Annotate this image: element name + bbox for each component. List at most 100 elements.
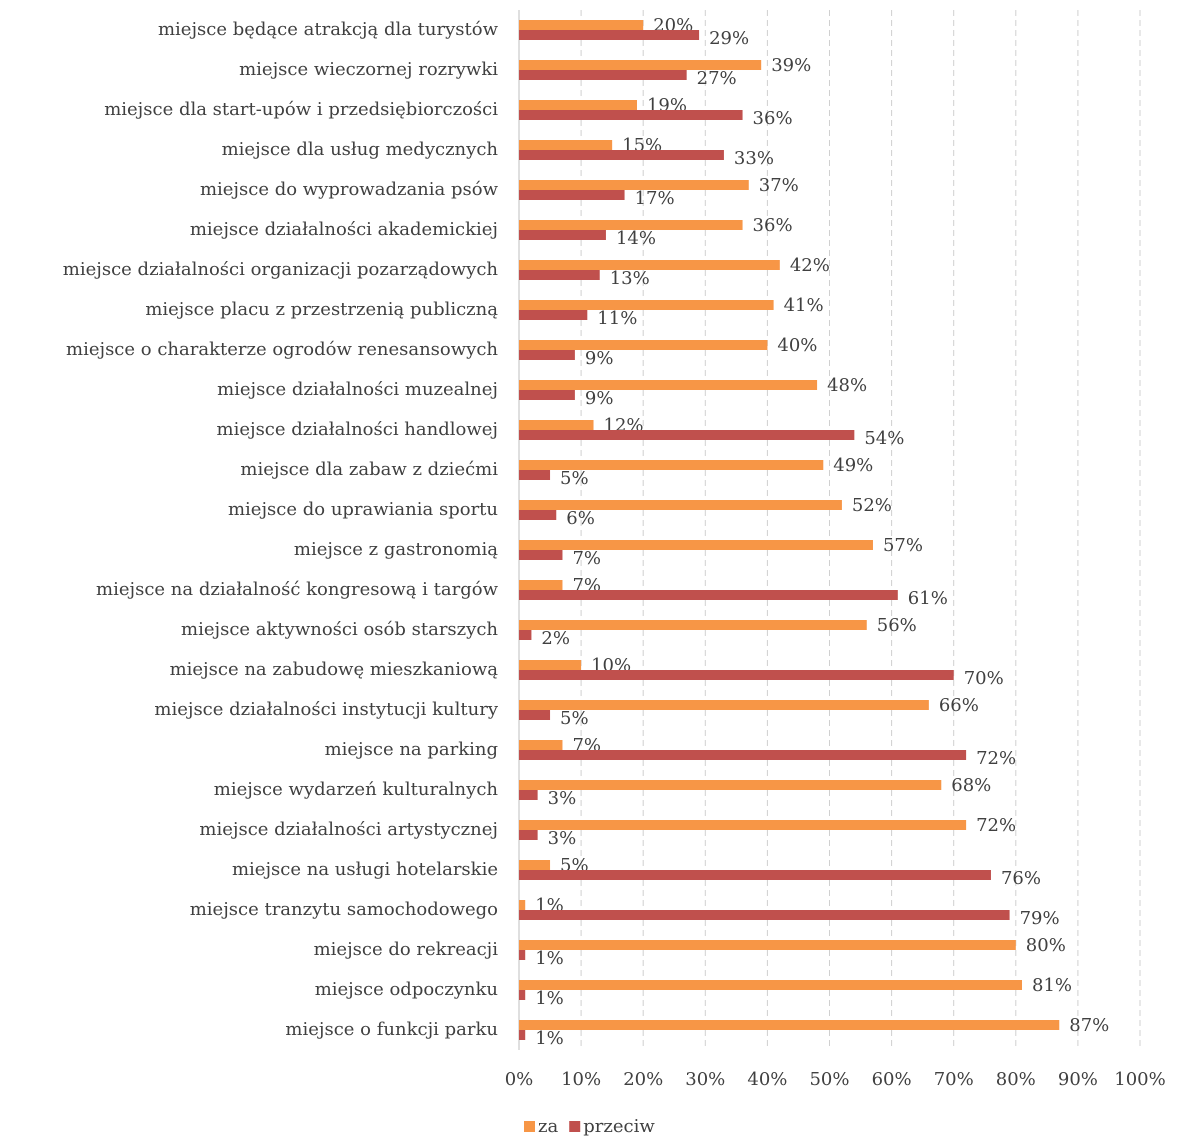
y-tick-label: miejsce wieczornej rozrywki <box>239 59 498 80</box>
y-tick-label: miejsce o charakterze ogrodów renesansow… <box>66 339 498 360</box>
data-label: 6% <box>566 508 595 529</box>
bar <box>519 830 538 840</box>
bar <box>519 950 526 960</box>
bar <box>519 550 563 560</box>
bar <box>519 150 724 160</box>
y-tick-label: miejsce działalności muzealnej <box>217 379 498 400</box>
data-label: 80% <box>1026 935 1066 956</box>
y-tick-label: miejsce działalności artystycznej <box>199 819 498 840</box>
bar <box>519 260 780 270</box>
data-label: 9% <box>585 348 614 369</box>
y-tick-label: miejsce dla usług medycznych <box>222 139 499 160</box>
bar <box>519 940 1016 950</box>
bar <box>519 420 594 430</box>
bar <box>519 710 551 720</box>
bar <box>519 870 991 880</box>
legend-label: przeciw <box>583 1116 655 1137</box>
bar <box>519 60 762 70</box>
data-label: 40% <box>777 335 817 356</box>
data-label: 37% <box>759 175 799 196</box>
bar <box>519 140 613 150</box>
data-label: 36% <box>753 215 793 236</box>
bar <box>519 790 538 800</box>
data-label: 79% <box>1020 908 1060 929</box>
bar <box>519 230 606 240</box>
bar <box>519 910 1010 920</box>
y-tick-label: miejsce tranzytu samochodowego <box>190 899 498 920</box>
data-label: 72% <box>976 815 1016 836</box>
legend-swatch <box>569 1121 581 1132</box>
data-label: 27% <box>697 68 737 89</box>
data-label: 61% <box>908 588 948 609</box>
bar <box>519 180 749 190</box>
bar <box>519 310 588 320</box>
bar <box>519 30 700 40</box>
bar <box>519 350 575 360</box>
y-tick-label: miejsce odpoczynku <box>315 979 498 1000</box>
x-tick-label: 90% <box>1058 1069 1098 1090</box>
bar <box>519 980 1023 990</box>
y-tick-label: miejsce do uprawiania sportu <box>228 499 498 520</box>
data-label: 70% <box>964 668 1004 689</box>
bar <box>519 20 644 30</box>
y-tick-label: miejsce na parking <box>325 739 498 760</box>
data-label: 87% <box>1069 1015 1109 1036</box>
bar <box>519 270 600 280</box>
bar <box>519 300 774 310</box>
bar <box>519 110 743 120</box>
y-tick-label: miejsce działalności akademickiej <box>190 219 498 240</box>
data-label: 3% <box>548 828 577 849</box>
y-tick-label: miejsce do wyprowadzania psów <box>200 179 499 200</box>
data-label: 54% <box>864 428 904 449</box>
bar <box>519 70 687 80</box>
data-label: 66% <box>939 695 979 716</box>
bar <box>519 630 532 640</box>
bar <box>519 390 575 400</box>
y-tick-label: miejsce z gastronomią <box>294 539 498 560</box>
data-label: 56% <box>877 615 917 636</box>
y-tick-label: miejsce działalności handlowej <box>217 419 498 440</box>
bar <box>519 1020 1060 1030</box>
data-label: 2% <box>541 628 570 649</box>
x-tick-label: 40% <box>747 1069 787 1090</box>
bar <box>519 990 526 1000</box>
y-tick-label: miejsce aktywności osób starszych <box>181 619 498 640</box>
y-tick-label: miejsce działalności organizacji pozarzą… <box>63 259 499 280</box>
x-tick-label: 0% <box>505 1069 534 1090</box>
x-tick-label: 30% <box>685 1069 725 1090</box>
data-label: 41% <box>784 295 824 316</box>
data-label: 33% <box>734 148 774 169</box>
data-label: 9% <box>585 388 614 409</box>
data-label: 36% <box>753 108 793 129</box>
y-tick-label: miejsce do rekreacji <box>314 939 499 960</box>
data-label: 39% <box>771 55 811 76</box>
data-label: 3% <box>548 788 577 809</box>
bar <box>519 670 954 680</box>
x-tick-label: 60% <box>872 1069 912 1090</box>
data-label: 76% <box>1001 868 1041 889</box>
bar <box>519 780 942 790</box>
y-tick-label: miejsce wydarzeń kulturalnych <box>214 779 499 800</box>
bar <box>519 220 743 230</box>
data-label: 13% <box>610 268 650 289</box>
x-tick-label: 70% <box>934 1069 974 1090</box>
y-tick-label: miejsce na zabudowę mieszkaniową <box>170 659 499 680</box>
data-label: 1% <box>535 1028 564 1049</box>
bar <box>519 1030 526 1040</box>
data-label: 17% <box>635 188 675 209</box>
data-label: 49% <box>833 455 873 476</box>
bar <box>519 340 768 350</box>
bar <box>519 900 526 910</box>
data-label: 68% <box>951 775 991 796</box>
bar <box>519 820 967 830</box>
legend-swatch <box>524 1121 535 1132</box>
bar <box>519 660 582 670</box>
bar <box>519 100 637 110</box>
bar <box>519 470 551 480</box>
x-tick-label: 100% <box>1114 1069 1165 1090</box>
x-tick-label: 50% <box>809 1069 849 1090</box>
x-tick-label: 10% <box>561 1069 601 1090</box>
bar <box>519 380 818 390</box>
data-label: 7% <box>572 548 601 569</box>
